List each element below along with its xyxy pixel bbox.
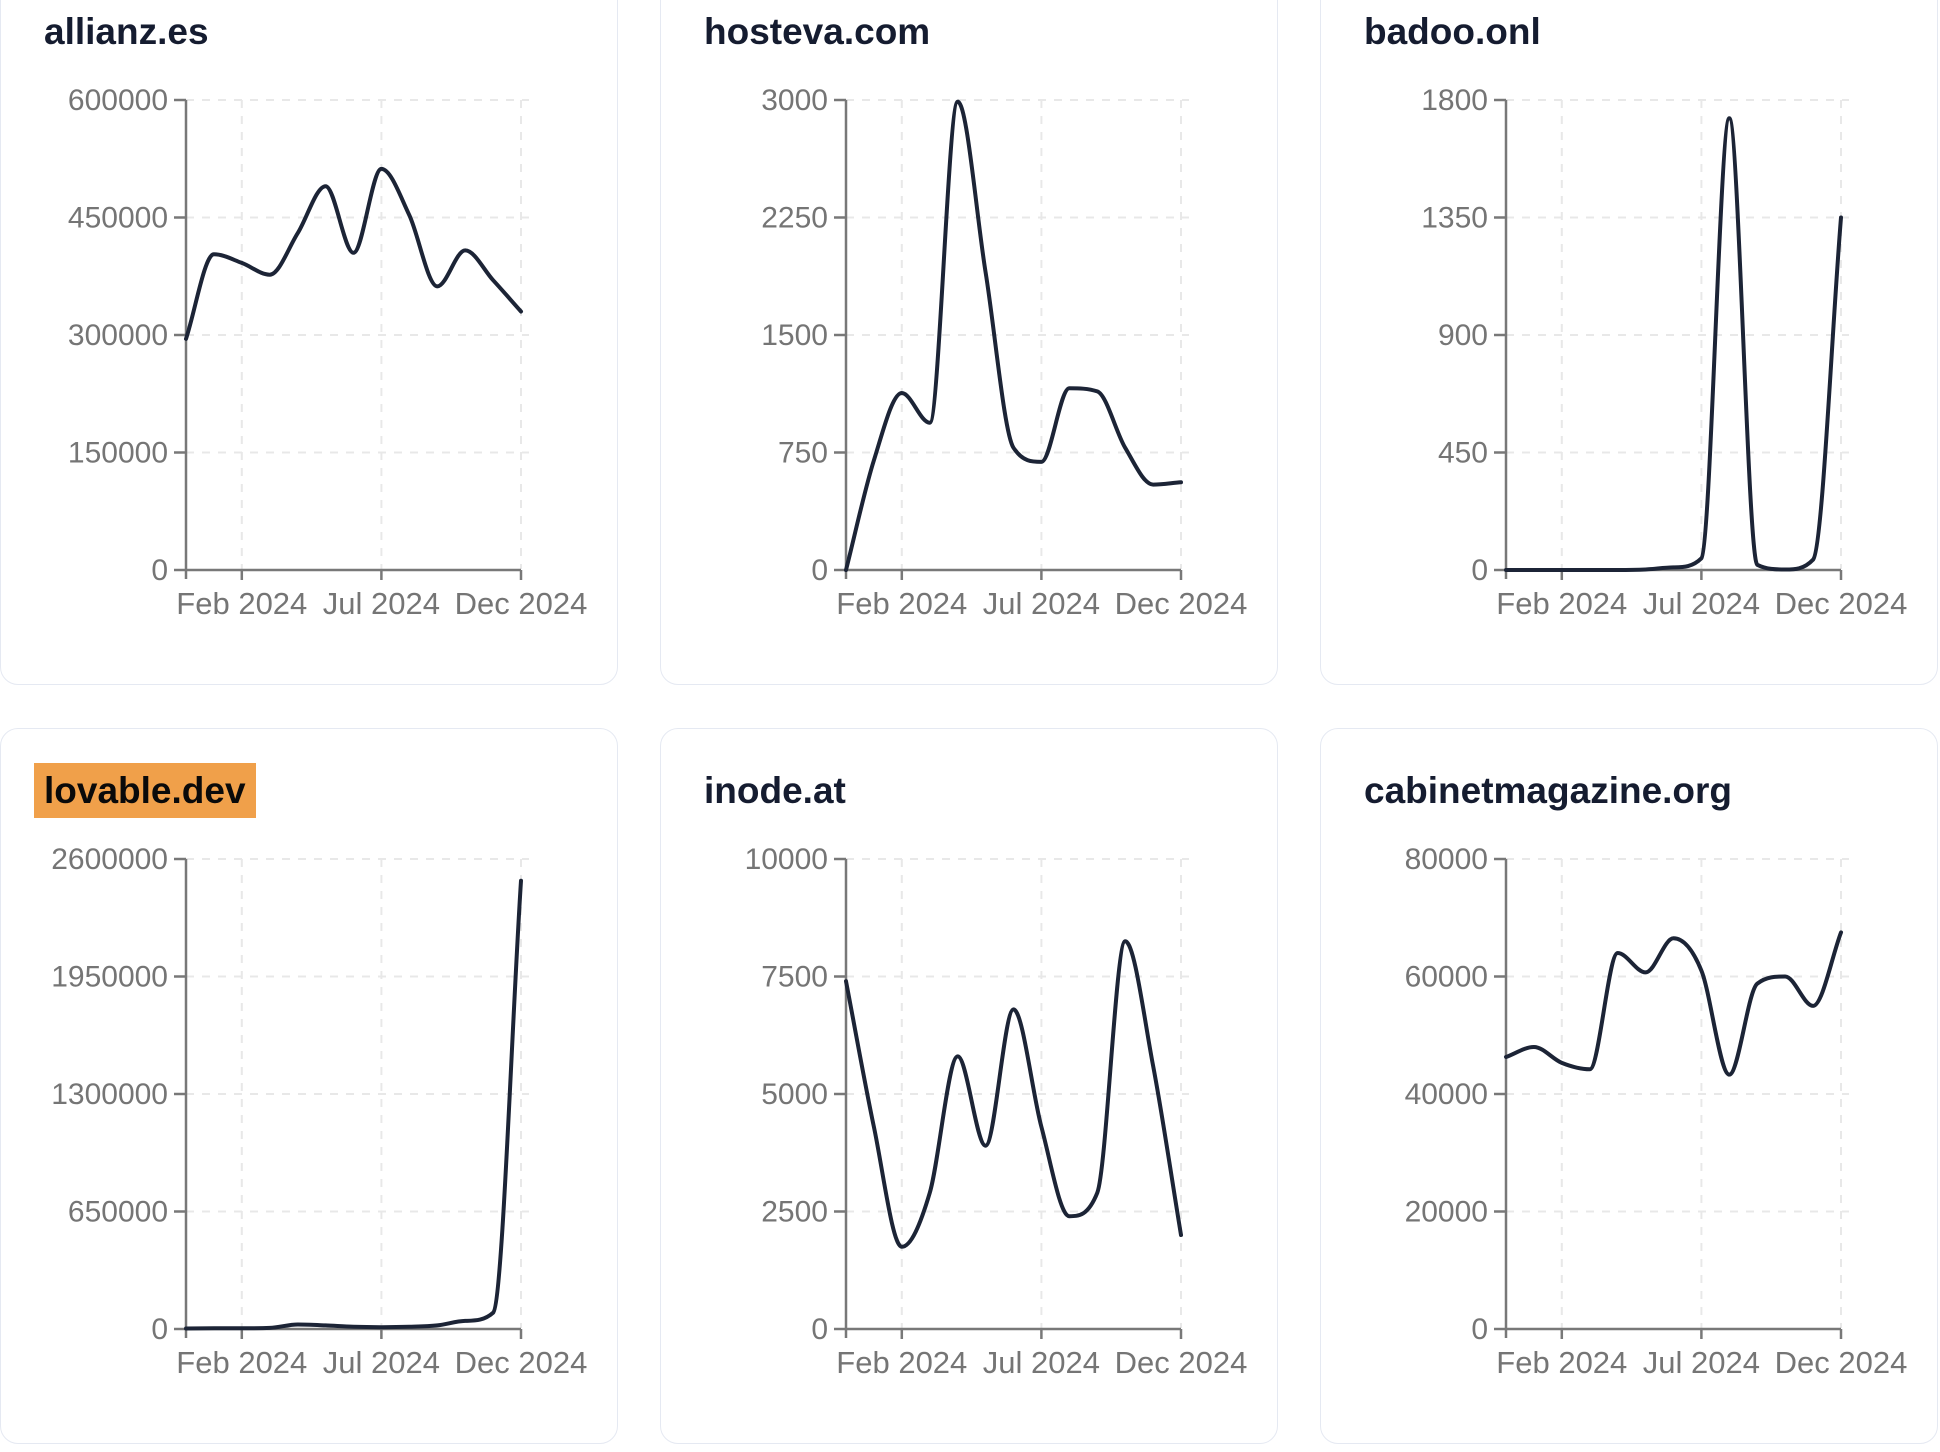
line-chart-svg: 0 150000 300000 450000 600000 Feb 2024 Jul 202… <box>68 84 588 621</box>
chart-card: lovable.dev 0 650000 1300000 1950000 2600000… <box>0 728 618 1444</box>
line-chart-svg: 0 750 1500 2250 3000 Feb 2024 Jul 2024 Dec 2024 <box>761 84 1248 621</box>
svg-text:Feb 2024: Feb 2024 <box>1496 1345 1627 1380</box>
svg-text:150000: 150000 <box>68 437 168 470</box>
svg-text:Jul 2024: Jul 2024 <box>983 586 1100 621</box>
svg-text:0: 0 <box>151 1313 168 1346</box>
svg-text:7500: 7500 <box>761 961 828 994</box>
chart-card: hosteva.com 0 750 1500 2250 3000 Feb 2024 Jul … <box>660 0 1278 685</box>
svg-text:0: 0 <box>1471 554 1488 587</box>
svg-text:300000: 300000 <box>68 319 168 352</box>
chart-title-text-highlighted: lovable.dev <box>34 763 256 818</box>
svg-text:0: 0 <box>811 554 828 587</box>
svg-text:10000: 10000 <box>745 843 828 876</box>
svg-text:450000: 450000 <box>68 202 168 235</box>
svg-text:Dec 2024: Dec 2024 <box>455 586 588 621</box>
line-chart-svg: 0 2500 5000 7500 10000 Feb 2024 Jul 2024 Dec 20… <box>745 843 1248 1380</box>
svg-text:40000: 40000 <box>1405 1078 1488 1111</box>
svg-text:Jul 2024: Jul 2024 <box>1643 1345 1760 1380</box>
chart-title: lovable.dev <box>34 763 256 818</box>
svg-text:20000: 20000 <box>1405 1196 1488 1229</box>
chart-title: badoo.onl <box>1364 11 1541 53</box>
chart-title: allianz.es <box>44 11 209 53</box>
svg-text:1350: 1350 <box>1421 202 1488 235</box>
svg-text:2600000: 2600000 <box>51 843 168 876</box>
svg-text:Dec 2024: Dec 2024 <box>1115 586 1248 621</box>
svg-text:Feb 2024: Feb 2024 <box>1496 586 1627 621</box>
svg-text:2250: 2250 <box>761 202 828 235</box>
chart-title: inode.at <box>704 770 846 812</box>
svg-text:1300000: 1300000 <box>51 1078 168 1111</box>
svg-text:5000: 5000 <box>761 1078 828 1111</box>
svg-text:650000: 650000 <box>68 1196 168 1229</box>
svg-text:Feb 2024: Feb 2024 <box>836 586 967 621</box>
svg-text:900: 900 <box>1438 319 1488 352</box>
svg-text:Jul 2024: Jul 2024 <box>323 586 440 621</box>
chart-card: cabinetmagazine.org 0 20000 40000 60000 8000… <box>1320 728 1938 1444</box>
svg-text:Dec 2024: Dec 2024 <box>1775 1345 1908 1380</box>
chart-title: hosteva.com <box>704 11 931 53</box>
chart-card: inode.at 0 2500 5000 7500 10000 Feb 2024 Jul 2… <box>660 728 1278 1444</box>
svg-text:80000: 80000 <box>1405 843 1488 876</box>
chart-title-text: inode.at <box>704 770 846 811</box>
svg-text:0: 0 <box>1471 1313 1488 1346</box>
svg-text:750: 750 <box>778 437 828 470</box>
chart-title-text: cabinetmagazine.org <box>1364 770 1733 811</box>
svg-text:Dec 2024: Dec 2024 <box>1775 586 1908 621</box>
svg-text:Jul 2024: Jul 2024 <box>983 1345 1100 1380</box>
svg-text:1500: 1500 <box>761 319 828 352</box>
svg-text:Dec 2024: Dec 2024 <box>1115 1345 1248 1380</box>
svg-text:Dec 2024: Dec 2024 <box>455 1345 588 1380</box>
svg-text:Jul 2024: Jul 2024 <box>1643 586 1760 621</box>
svg-text:0: 0 <box>151 554 168 587</box>
chart-title-text: badoo.onl <box>1364 11 1541 52</box>
svg-text:1800: 1800 <box>1421 84 1488 117</box>
svg-text:Feb 2024: Feb 2024 <box>176 1345 307 1380</box>
line-chart-svg: 0 650000 1300000 1950000 2600000 Feb 2024 Jul … <box>51 843 588 1380</box>
chart-title-text: hosteva.com <box>704 11 931 52</box>
chart-card: badoo.onl 0 450 900 1350 1800 Feb 2024 Jul 202… <box>1320 0 1938 685</box>
svg-text:Feb 2024: Feb 2024 <box>836 1345 967 1380</box>
svg-text:3000: 3000 <box>761 84 828 117</box>
svg-text:1950000: 1950000 <box>51 961 168 994</box>
svg-text:450: 450 <box>1438 437 1488 470</box>
svg-text:2500: 2500 <box>761 1196 828 1229</box>
line-chart-svg: 0 450 900 1350 1800 Feb 2024 Jul 2024 Dec 2024 <box>1421 84 1908 621</box>
svg-text:Feb 2024: Feb 2024 <box>176 586 307 621</box>
chart-title-text: allianz.es <box>44 11 209 52</box>
svg-text:Jul 2024: Jul 2024 <box>323 1345 440 1380</box>
svg-text:60000: 60000 <box>1405 961 1488 994</box>
svg-text:600000: 600000 <box>68 84 168 117</box>
chart-title: cabinetmagazine.org <box>1364 770 1733 812</box>
line-chart-svg: 0 20000 40000 60000 80000 Feb 2024 Jul 2024 Dec… <box>1405 843 1908 1380</box>
svg-text:0: 0 <box>811 1313 828 1346</box>
chart-card: allianz.es 0 150000 300000 450000 600000 Feb … <box>0 0 618 685</box>
